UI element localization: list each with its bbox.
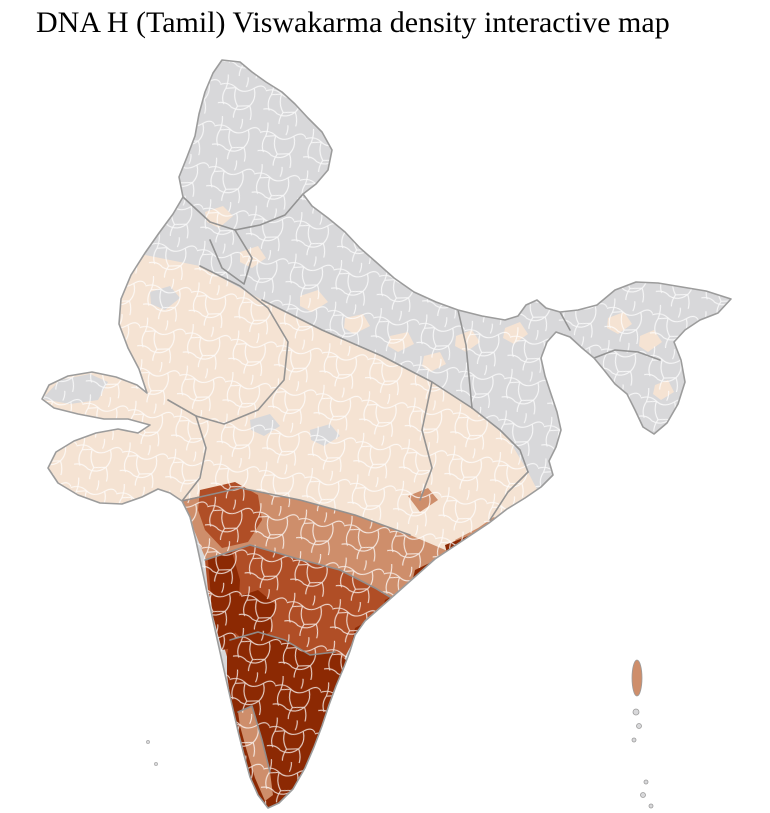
lakshadweep-islands[interactable] [146, 740, 158, 766]
district-boundary-mesh [42, 60, 731, 808]
page-title: DNA H (Tamil) Viswakarma density interac… [36, 6, 670, 39]
andaman-nicobar-islands[interactable] [631, 659, 654, 809]
state-borders [167, 193, 661, 773]
